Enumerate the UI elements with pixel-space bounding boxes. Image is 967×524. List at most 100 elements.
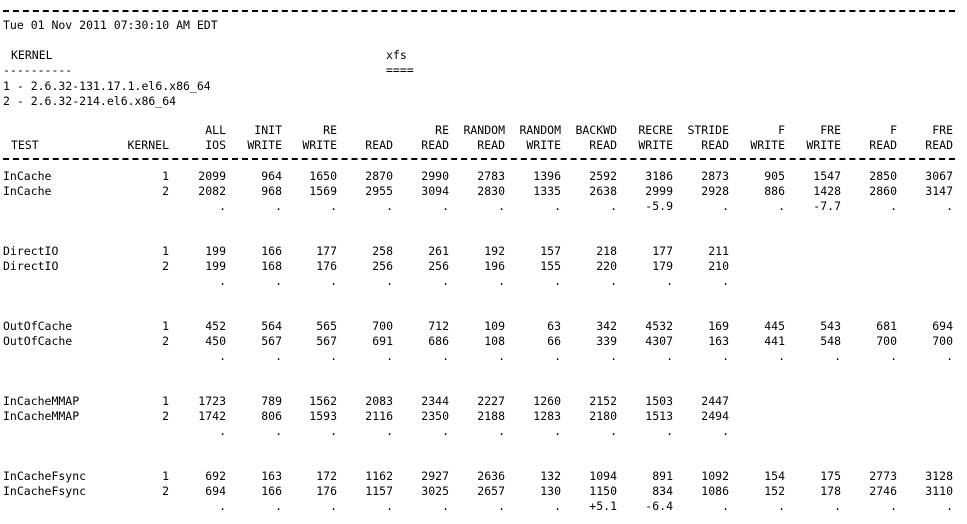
metric-header-line2-5: READ xyxy=(477,138,505,152)
metric-value: 210 xyxy=(708,259,729,273)
metric-value: 2870 xyxy=(365,169,393,183)
diff-value: . xyxy=(275,349,282,363)
metric-value: 3067 xyxy=(925,169,953,183)
diff-value: -5.9 xyxy=(645,199,673,213)
diff-value: . xyxy=(554,424,561,438)
metric-header-line2-9: READ xyxy=(701,138,729,152)
metric-value: 2850 xyxy=(869,169,897,183)
diff-value: . xyxy=(834,499,841,513)
metric-value: 220 xyxy=(596,259,617,273)
metric-header-line1-11: FRE xyxy=(820,123,841,137)
metric-value: 2830 xyxy=(477,184,505,198)
metric-value: 1094 xyxy=(589,469,617,483)
diff-value: . xyxy=(330,424,337,438)
metric-header-line1-9: STRIDE xyxy=(687,123,729,137)
metric-value: 1162 xyxy=(365,469,393,483)
metric-value: 3110 xyxy=(925,484,953,498)
metric-value: 1562 xyxy=(309,394,337,408)
diff-value: . xyxy=(722,199,729,213)
metric-value: 1260 xyxy=(533,394,561,408)
metric-value: 2447 xyxy=(701,394,729,408)
metric-value: 63 xyxy=(547,319,561,333)
test-group: InCache 1 2099 964 1650 2870 2990 2783 1396 2592 3… xyxy=(0,169,967,214)
metric-header-line1-12: F xyxy=(890,123,897,137)
diff-value: . xyxy=(330,499,337,513)
metric-value: 1157 xyxy=(365,484,393,498)
diff-value: . xyxy=(386,274,393,288)
metric-header-line2-2: WRITE xyxy=(302,138,337,152)
diff-value: . xyxy=(554,499,561,513)
kernel-id: 2 xyxy=(162,334,169,348)
metric-header-line1-10: F xyxy=(778,123,785,137)
test-column-header: TEST xyxy=(11,138,39,152)
metric-value: 256 xyxy=(372,259,393,273)
kernel-id: 1 xyxy=(162,469,169,483)
kernel-item-1: 1 - 2.6.32-131.17.1.el6.x86_64 xyxy=(3,79,211,93)
metric-value: 166 xyxy=(261,244,282,258)
metric-value: 2494 xyxy=(701,409,729,423)
metric-value: 789 xyxy=(261,394,282,408)
diff-value: . xyxy=(442,349,449,363)
metric-value: 445 xyxy=(764,319,785,333)
metric-value: 2746 xyxy=(869,484,897,498)
diff-value: . xyxy=(386,349,393,363)
diff-value: . xyxy=(219,349,226,363)
metric-value: 169 xyxy=(708,319,729,333)
metric-value: 2180 xyxy=(589,409,617,423)
metric-header-line2-3: READ xyxy=(365,138,393,152)
diff-value: . xyxy=(722,424,729,438)
metric-value: 168 xyxy=(261,259,282,273)
diff-value: . xyxy=(330,199,337,213)
metric-value: 199 xyxy=(205,259,226,273)
diff-value: . xyxy=(610,199,617,213)
test-name: OutOfCache xyxy=(3,319,73,333)
metric-value: 548 xyxy=(820,334,841,348)
metric-value: 2344 xyxy=(421,394,449,408)
metric-value: 342 xyxy=(596,319,617,333)
metric-value: 108 xyxy=(484,334,505,348)
benchmark-table: TEST KERNEL ALL IOS INIT WRITE RE WRITE READ RE RE… xyxy=(0,123,967,524)
metric-value: 163 xyxy=(261,469,282,483)
diff-value: . xyxy=(442,499,449,513)
diff-value: . xyxy=(498,274,505,288)
metric-value: 3186 xyxy=(645,169,673,183)
test-name: InCache xyxy=(3,169,52,183)
test-group: InCacheMMAP 1 1723 789 1562 2083 2344 2227 1260 2… xyxy=(0,394,967,439)
metric-value: 179 xyxy=(652,259,673,273)
diff-value: . xyxy=(554,274,561,288)
metric-value: 192 xyxy=(484,244,505,258)
metric-value: 2083 xyxy=(365,394,393,408)
metric-value: 256 xyxy=(428,259,449,273)
metric-value: 211 xyxy=(708,244,729,258)
metric-value: 2928 xyxy=(701,184,729,198)
diff-value: . xyxy=(386,499,393,513)
diff-value: . xyxy=(498,349,505,363)
metric-value: 700 xyxy=(932,334,953,348)
kernel-id: 1 xyxy=(162,319,169,333)
metric-header-line1-2: RE xyxy=(323,123,337,137)
metric-header-line2-11: WRITE xyxy=(806,138,841,152)
metric-header-line2-8: WRITE xyxy=(638,138,673,152)
metric-value: 1283 xyxy=(533,409,561,423)
diff-value: . xyxy=(946,349,953,363)
metric-header-line2-12: READ xyxy=(869,138,897,152)
metric-value: 450 xyxy=(205,334,226,348)
diff-value: . xyxy=(219,424,226,438)
metric-value: 1092 xyxy=(701,469,729,483)
diff-value: . xyxy=(834,349,841,363)
metric-header-line1-8: RECRE xyxy=(638,123,673,137)
metric-header-line2-0: IOS xyxy=(205,138,226,152)
metric-value: 196 xyxy=(484,259,505,273)
report-timestamp: Tue 01 Nov 2011 07:30:10 AM EDT xyxy=(3,18,218,32)
diff-value: . xyxy=(946,499,953,513)
metric-value: 176 xyxy=(316,259,337,273)
metric-value: 1150 xyxy=(589,484,617,498)
metric-value: 3094 xyxy=(421,184,449,198)
table-header-divider xyxy=(3,158,955,160)
metric-header-line1-5: RANDOM xyxy=(463,123,505,137)
metric-value: 154 xyxy=(764,469,785,483)
metric-value: 2227 xyxy=(477,394,505,408)
test-name: DirectIO xyxy=(3,259,59,273)
metric-value: 905 xyxy=(764,169,785,183)
metric-value: 339 xyxy=(596,334,617,348)
